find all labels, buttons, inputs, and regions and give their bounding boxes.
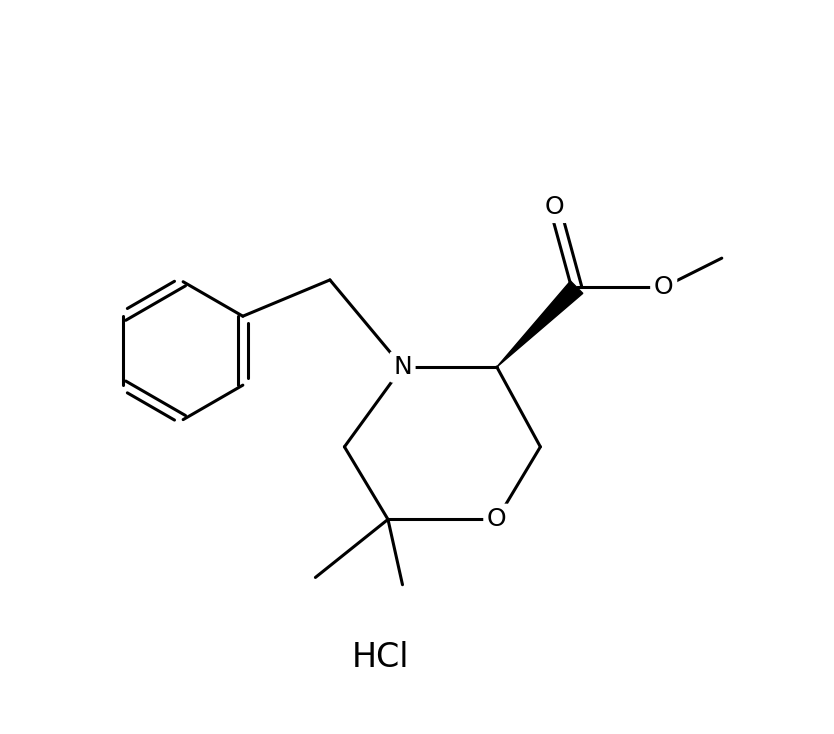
Text: O: O bbox=[545, 195, 565, 219]
Text: O: O bbox=[654, 275, 674, 299]
Text: O: O bbox=[487, 507, 506, 531]
Polygon shape bbox=[497, 281, 583, 367]
Text: HCl: HCl bbox=[352, 641, 409, 674]
Text: N: N bbox=[393, 355, 412, 379]
